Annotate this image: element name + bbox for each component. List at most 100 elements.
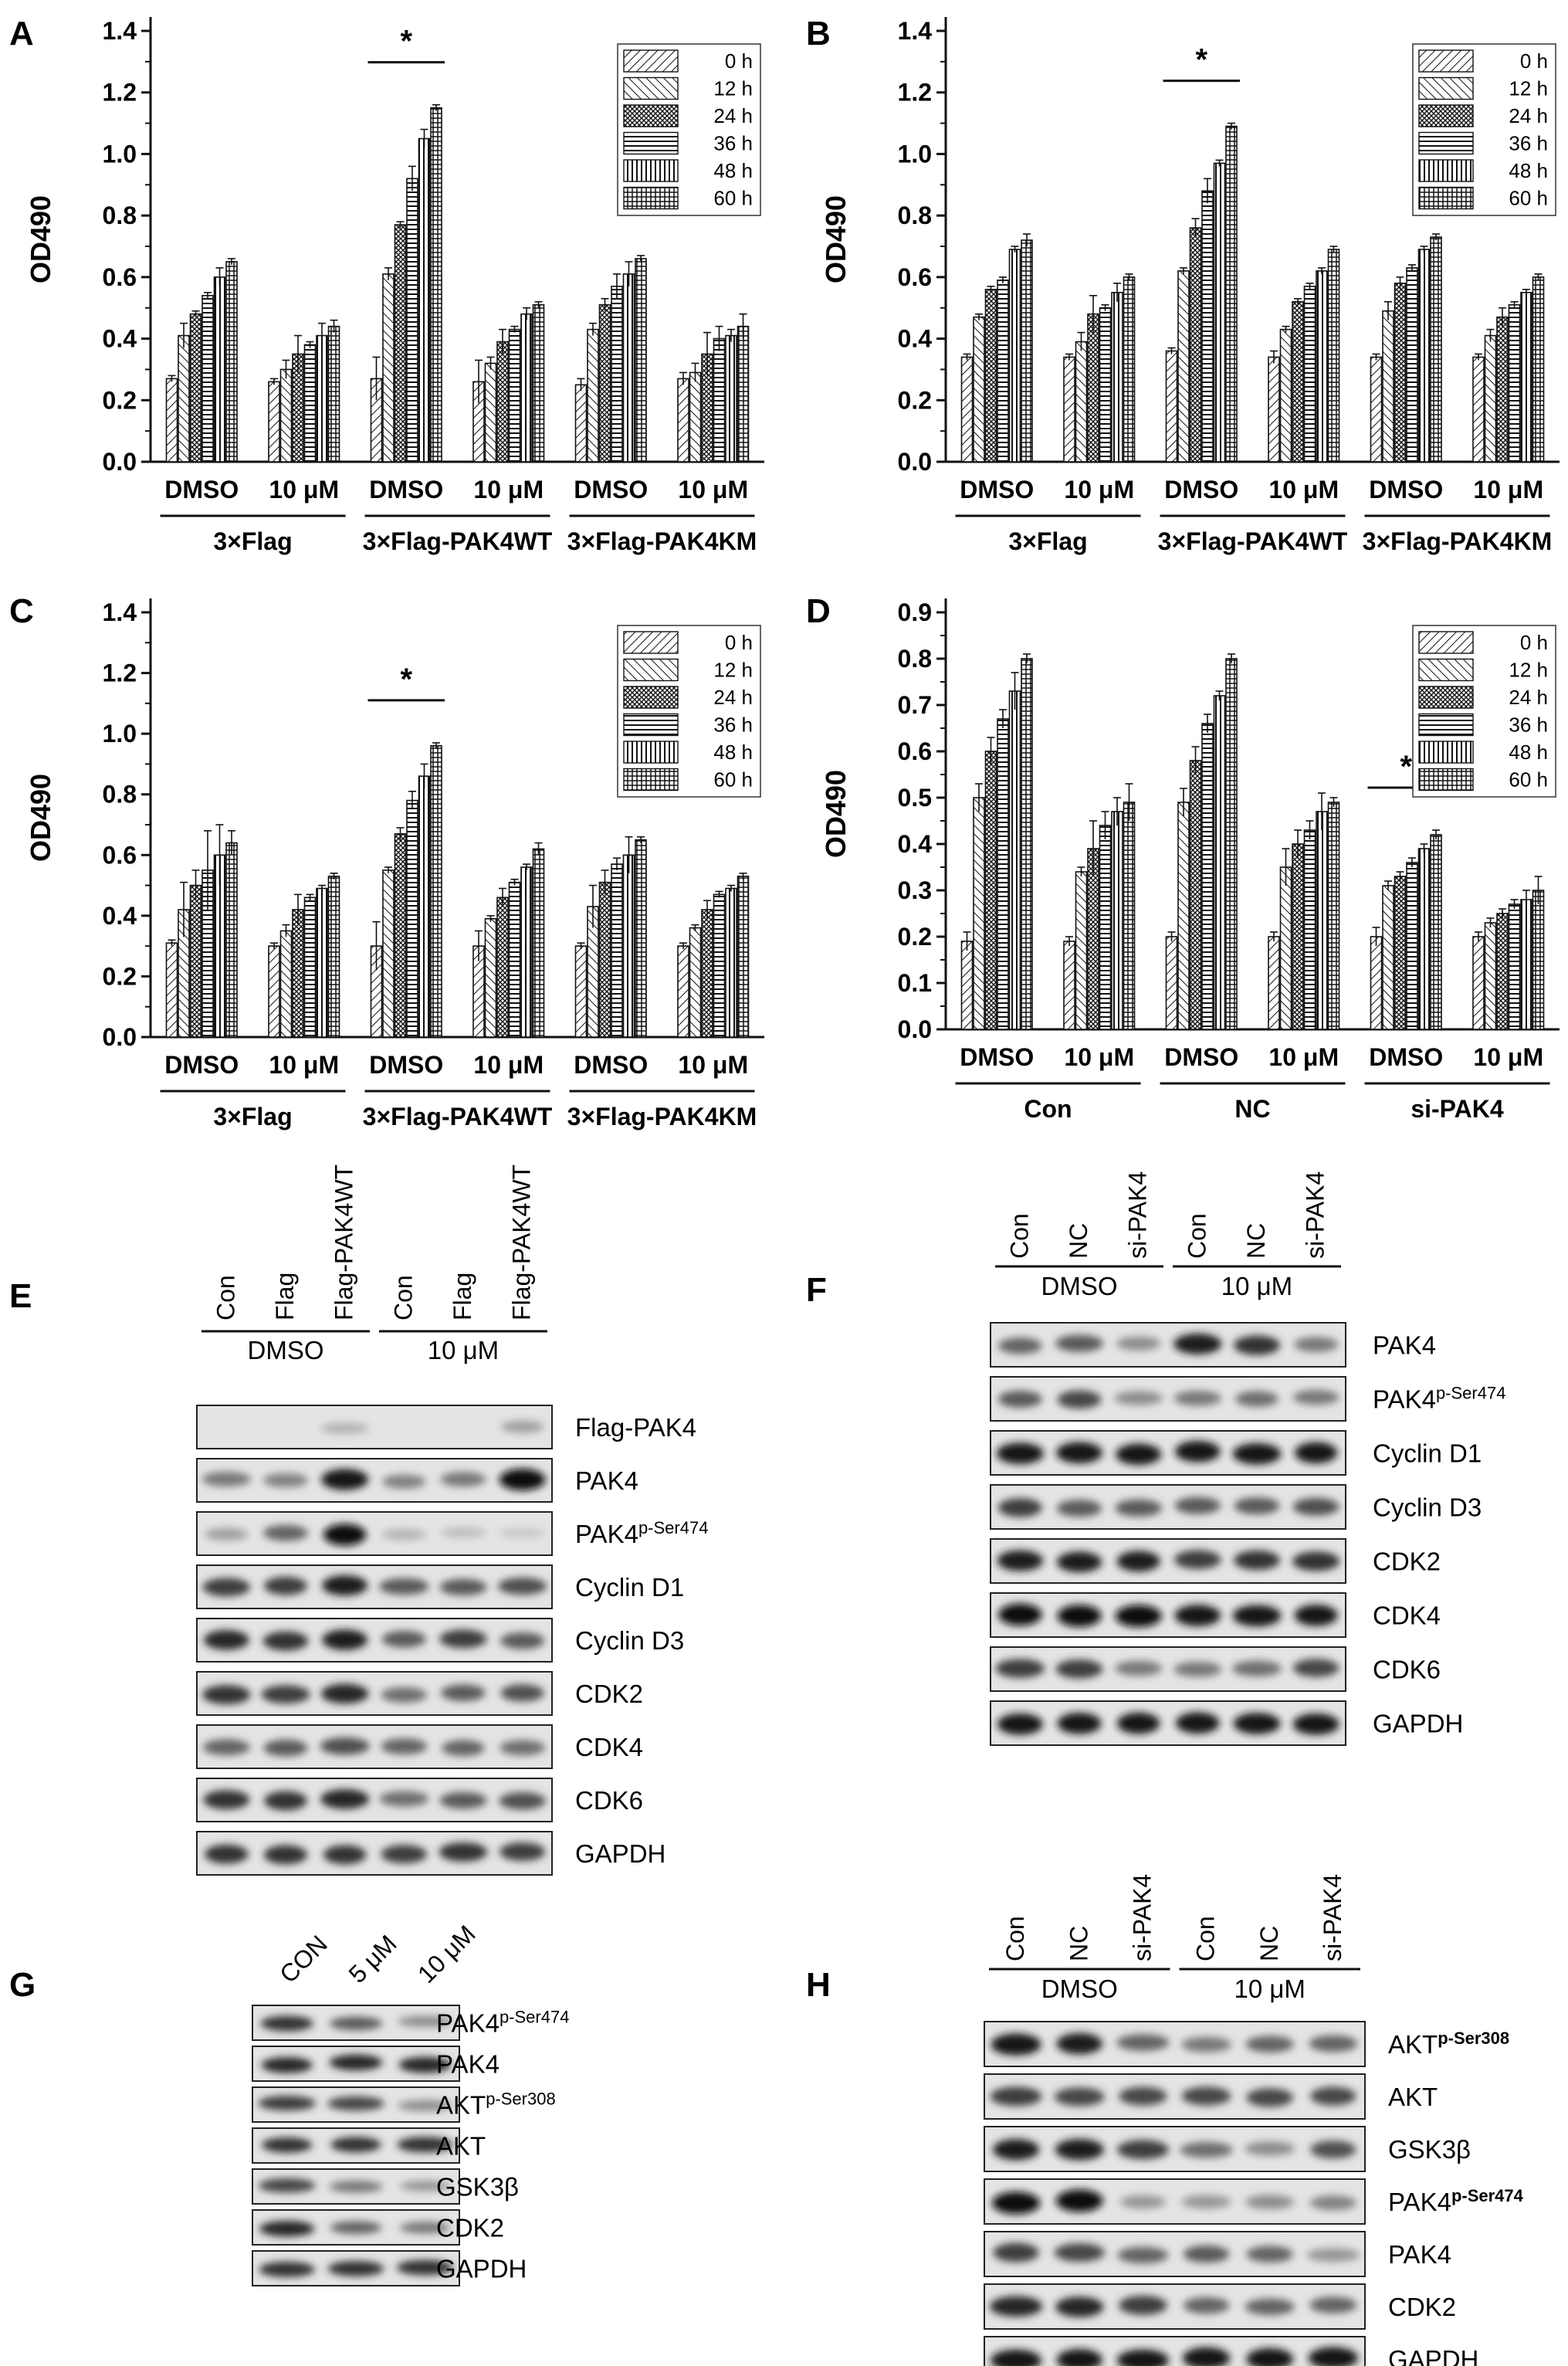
bar-48h-3 <box>1316 811 1328 1030</box>
blot-band <box>264 1791 307 1811</box>
blot-group-label: 10 μM <box>428 1336 499 1364</box>
blot-band <box>1234 1497 1280 1515</box>
panel-letter-e: E <box>9 1277 32 1315</box>
legend-entry: 24 h <box>713 104 753 127</box>
bar-36h-3 <box>1303 286 1316 463</box>
bar-0h-1 <box>268 381 280 463</box>
blot-band <box>397 2137 453 2153</box>
protein-name: CDK2 <box>1388 2293 1456 2321</box>
blot-band <box>260 2015 313 2032</box>
bar-60h-1 <box>1123 802 1136 1030</box>
blot-band <box>991 2191 1041 2215</box>
bar-48h-5 <box>725 887 737 1038</box>
blot-band <box>1174 1605 1221 1626</box>
legend-entry: 0 h <box>1520 631 1548 654</box>
blot-band <box>1306 2248 1360 2263</box>
blot-band <box>991 2349 1042 2366</box>
x-category-label: DMSO <box>1369 476 1443 503</box>
blot-band <box>262 1631 309 1651</box>
y-tick-label: 0.5 <box>898 784 932 812</box>
protein-name: Cyclin D1 <box>575 1573 684 1602</box>
blot-row: GAPDH <box>984 2336 1478 2366</box>
blot-band <box>1181 2086 1231 2106</box>
bar-60h-5 <box>1532 890 1545 1030</box>
blot-band <box>382 1474 426 1490</box>
y-tick-label: 0.2 <box>898 386 932 414</box>
legend-entry: 48 h <box>1509 741 1548 764</box>
blot-row: Cyclin D3 <box>990 1484 1482 1530</box>
group-label: 3×Flag-PAK4KM <box>567 1103 757 1130</box>
significance-star: * <box>400 25 412 59</box>
blot-band <box>381 1686 428 1703</box>
y-tick-label: 0.4 <box>898 325 933 353</box>
legend: 0 h 12 h 24 h 36 h 48 h 60 h <box>617 43 761 216</box>
blot-band <box>379 1791 429 1807</box>
bar-12h-5 <box>1484 334 1497 463</box>
bar-36h-1 <box>1099 825 1112 1030</box>
blot-band <box>993 2242 1039 2263</box>
blot-row-label: Cyclin D3 <box>575 1626 684 1655</box>
legend-swatch <box>1418 49 1474 73</box>
blot-row-label: CDK6 <box>1373 1656 1441 1684</box>
bar-24h-3 <box>1292 300 1304 463</box>
blot-row-label: CDK4 <box>575 1733 643 1761</box>
blot-row: AKTp-Ser308 <box>252 2086 556 2123</box>
bar-36h-2 <box>406 799 418 1038</box>
bar-24h-4 <box>598 303 611 463</box>
bar-24h-4 <box>1394 283 1407 463</box>
blot-group-label: DMSO <box>1041 1974 1118 2003</box>
legend-entry: 60 h <box>713 768 753 791</box>
blot-strip <box>196 1618 553 1663</box>
bar-36h-3 <box>1303 829 1316 1030</box>
bar-24h-1 <box>292 909 304 1038</box>
blot-band <box>1309 2035 1358 2052</box>
blot-band <box>261 2137 313 2153</box>
x-category-label: 10 μM <box>1473 476 1543 503</box>
blot-band <box>1173 1333 1222 1354</box>
legend-swatch <box>623 49 679 73</box>
protein-name: AKT <box>1388 2030 1438 2059</box>
blot-group-label: DMSO <box>248 1336 324 1364</box>
blot-row-label: PAK4 <box>575 1466 638 1495</box>
protein-name: Flag-PAK4 <box>575 1413 696 1442</box>
blot-band <box>1054 2087 1105 2107</box>
blot-band <box>1233 1713 1281 1734</box>
blot-band <box>1173 1390 1222 1406</box>
group-label: 3×Flag-PAK4KM <box>567 527 757 555</box>
blot-row-label: AKT <box>1388 2083 1438 2111</box>
blot-row: CDK4 <box>196 1724 643 1769</box>
blot-row-label: Cyclin D3 <box>1373 1493 1482 1522</box>
bar-60h-3 <box>532 848 545 1038</box>
blot-strip <box>984 2073 1366 2120</box>
group-label: 3×Flag-PAK4WT <box>1158 527 1348 555</box>
phospho-site: p-Ser308 <box>1438 2029 1509 2048</box>
bar-36h-1 <box>303 344 317 463</box>
blot-band <box>320 1737 370 1755</box>
bar-0h-1 <box>1063 356 1075 463</box>
blot-row: PAK4 <box>252 2046 500 2082</box>
blot-band <box>258 2178 316 2193</box>
y-axis-label: OD490 <box>820 770 852 858</box>
blot-band <box>1246 2088 1294 2107</box>
blot-band <box>1292 1389 1339 1405</box>
bar-60h-3 <box>1327 802 1340 1030</box>
lane-label: Flag-PAK4WT <box>508 1164 536 1320</box>
bar-60h-3 <box>1327 249 1340 463</box>
legend-swatch <box>623 658 679 682</box>
blot-band <box>202 1739 250 1756</box>
blot-strip <box>196 1831 553 1876</box>
bar-60h-2 <box>430 745 442 1038</box>
group-label: 3×Flag <box>213 527 292 555</box>
blot-band <box>1055 1659 1103 1679</box>
protein-name: Cyclin D3 <box>1373 1493 1482 1522</box>
legend-entry: 48 h <box>1509 159 1548 182</box>
protein-name: PAK4 <box>1373 1385 1436 1414</box>
blot-band <box>439 1578 487 1596</box>
blot-band <box>1292 1497 1339 1516</box>
x-category-label: 10 μM <box>473 1051 544 1079</box>
y-tick-label: 1.0 <box>103 720 137 747</box>
blot-band <box>1055 2189 1103 2212</box>
blot-row: PAK4p-Ser474 <box>984 2178 1524 2225</box>
blot-band <box>320 1683 369 1704</box>
